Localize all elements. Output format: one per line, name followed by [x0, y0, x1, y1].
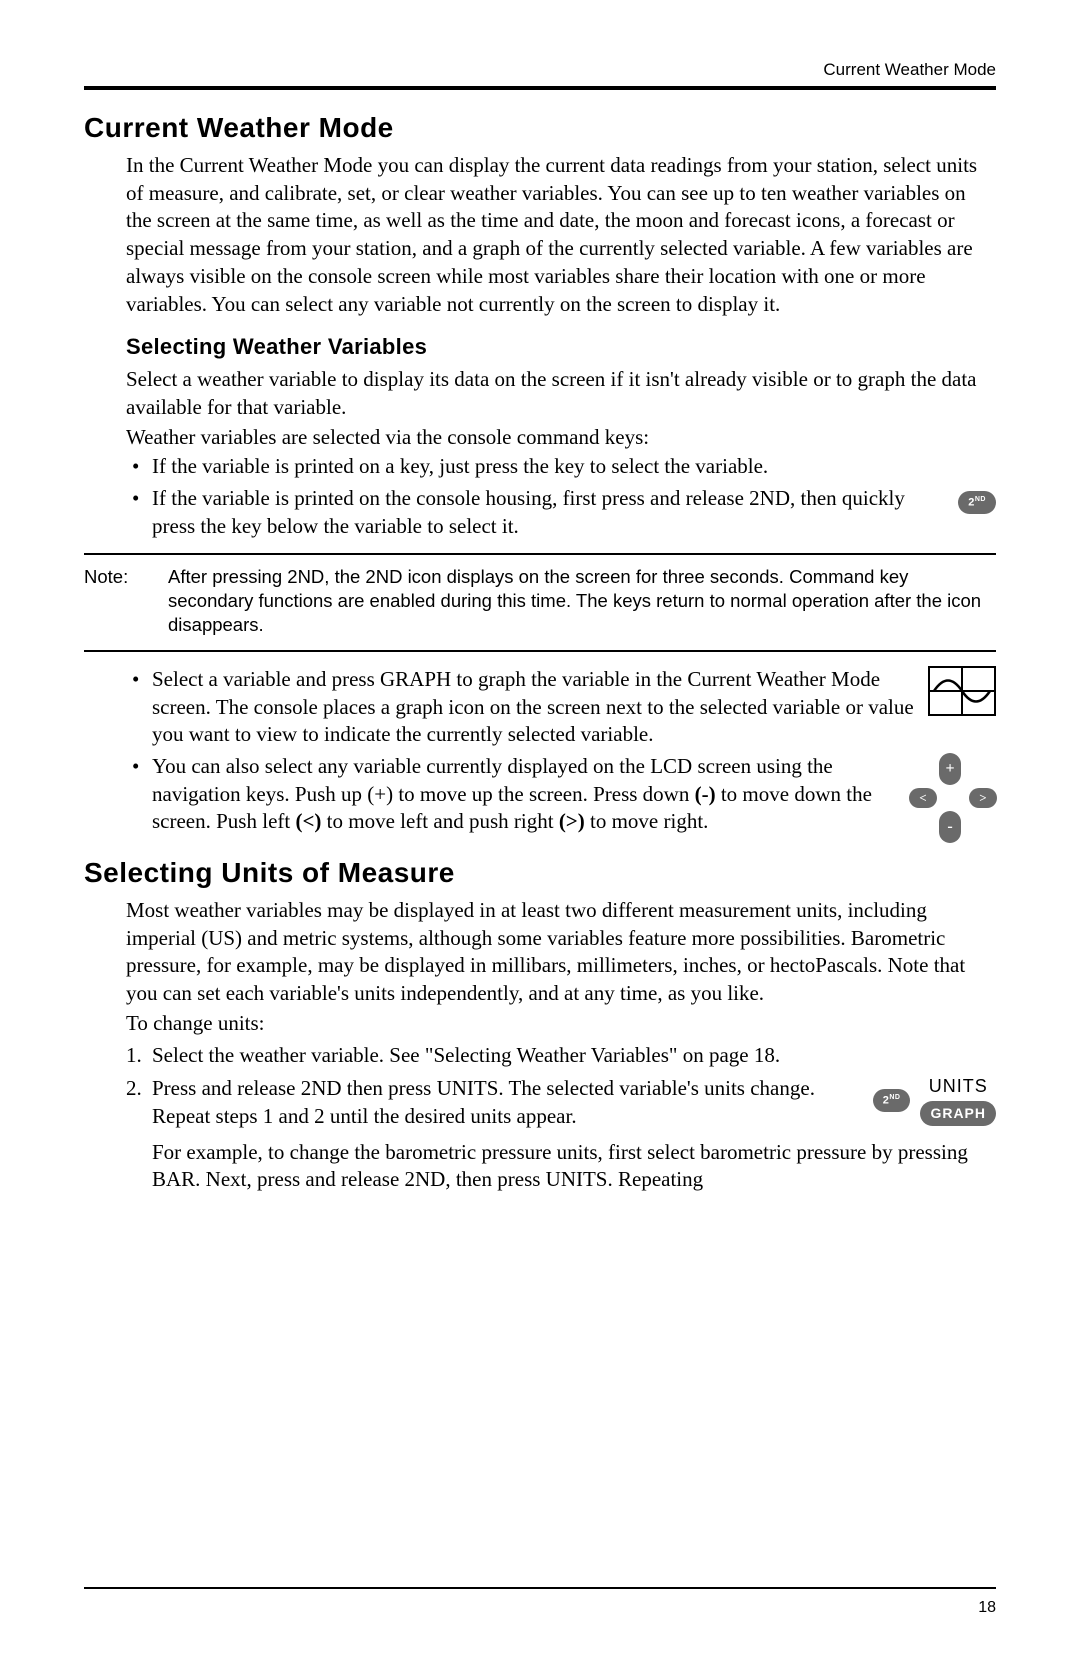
graph-waveform-icon: [928, 666, 996, 716]
step-text: Select the weather variable. See "Select…: [152, 1043, 780, 1067]
bullet-text: If the variable is printed on the consol…: [152, 485, 944, 540]
heading-selecting-weather-variables: Selecting Weather Variables: [126, 334, 996, 360]
nav-down-icon: -: [939, 811, 961, 843]
page-number: 18: [978, 1599, 996, 1617]
units-paragraph-1: Most weather variables may be displayed …: [126, 897, 996, 1008]
nav-left-icon: <: [909, 788, 937, 808]
step-text: Press and release 2ND then press UNITS. …: [152, 1075, 859, 1130]
heading-selecting-units-of-measure: Selecting Units of Measure: [84, 857, 996, 889]
nav-right-icon: >: [969, 788, 997, 808]
navigation-pad-icon: + < > -: [910, 753, 996, 843]
units-paragraph-2: To change units:: [126, 1010, 996, 1038]
step-continuation: For example, to change the barometric pr…: [152, 1139, 996, 1194]
list-item: If the variable is printed on the consol…: [126, 485, 996, 540]
second-key-icon: 2ND: [958, 485, 996, 514]
intro-paragraph: In the Current Weather Mode you can disp…: [126, 152, 996, 318]
list-item: Select a variable and press GRAPH to gra…: [126, 666, 996, 749]
graph-key-icon: GRAPH: [920, 1101, 996, 1125]
top-rule: [84, 86, 996, 90]
running-header: Current Weather Mode: [84, 60, 996, 80]
bottom-rule: [84, 1587, 996, 1589]
list-item: You can also select any variable current…: [126, 753, 996, 843]
bullet-text: Select a variable and press GRAPH to gra…: [152, 666, 914, 749]
bullet-text: If the variable is printed on a key, jus…: [152, 454, 768, 478]
heading-current-weather-mode: Current Weather Mode: [84, 112, 996, 144]
swv-paragraph-1: Select a weather variable to display its…: [126, 366, 996, 421]
list-item: Select the weather variable. See "Select…: [126, 1042, 996, 1070]
note-text: After pressing 2ND, the 2ND icon display…: [168, 565, 996, 638]
nav-up-icon: +: [939, 753, 961, 785]
swv-paragraph-2: Weather variables are selected via the c…: [126, 424, 996, 452]
document-page: Current Weather Mode Current Weather Mod…: [0, 0, 1080, 1669]
note-label: Note:: [84, 565, 168, 638]
units-label: UNITS: [929, 1075, 988, 1099]
second-key-icon: 2ND: [873, 1089, 911, 1112]
list-item: If the variable is printed on a key, jus…: [126, 453, 996, 481]
list-item: Press and release 2ND then press UNITS. …: [126, 1075, 996, 1194]
units-key-cluster-icon: 2ND UNITS GRAPH: [873, 1075, 996, 1125]
bullet-text: You can also select any variable current…: [152, 753, 896, 836]
note-block: Note: After pressing 2ND, the 2ND icon d…: [84, 553, 996, 652]
